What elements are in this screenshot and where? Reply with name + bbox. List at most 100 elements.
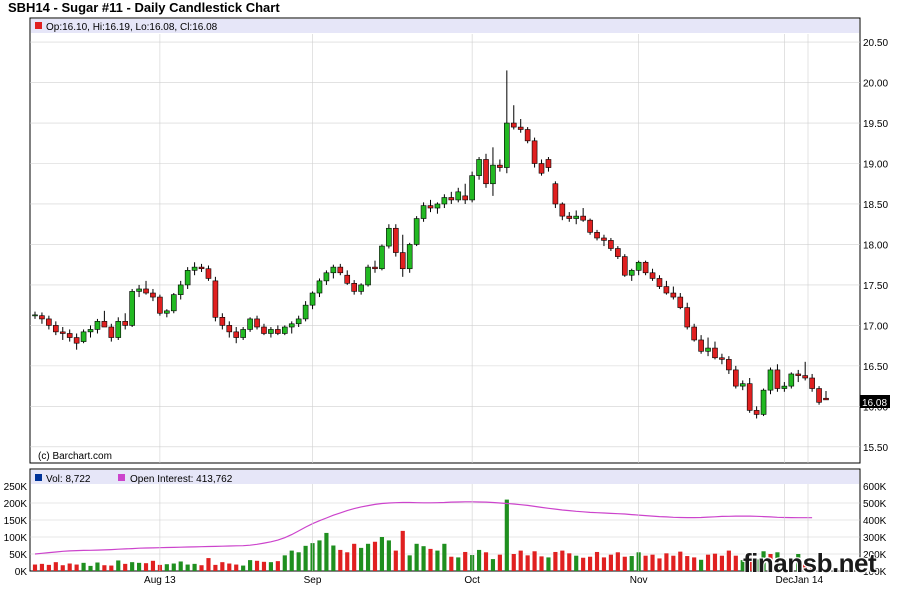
price-legend-band (31, 19, 859, 33)
candle-body (393, 227, 399, 253)
candle-body (733, 369, 739, 387)
volume-bar (518, 550, 523, 571)
volume-bar (109, 565, 114, 571)
candle-body (642, 261, 649, 274)
candle-body (719, 357, 725, 360)
price-tick-label: 19.50 (863, 119, 888, 130)
volume-bar (574, 555, 579, 571)
volume-bar (553, 551, 558, 571)
volume-bar (664, 553, 669, 571)
candle-body (670, 292, 677, 298)
volume-bar (213, 564, 218, 571)
price-tick-label: 19.00 (863, 160, 888, 171)
candle-body (268, 329, 274, 334)
candle-body (483, 159, 489, 185)
volume-bar (421, 546, 426, 571)
volume-bar (338, 549, 343, 571)
candle-body (767, 369, 774, 391)
volume-bar (761, 551, 766, 571)
volume-bar (414, 543, 419, 571)
candle-body (552, 183, 559, 205)
volume-bar (116, 560, 121, 571)
candle-body (760, 389, 767, 415)
volume-bar (712, 553, 718, 571)
candle-body (150, 292, 156, 298)
volume-bar (789, 562, 794, 571)
candle-body (559, 203, 566, 217)
volume-bar (227, 563, 232, 571)
candle-body (594, 232, 600, 239)
volume-bar (379, 537, 385, 571)
volume-bar (102, 565, 107, 571)
candle-body (198, 266, 205, 270)
volume-bar (32, 564, 38, 571)
oi-tick-label: 600K (863, 482, 887, 493)
candle-body (413, 218, 420, 245)
vol-legend: Vol: 8,722 (46, 474, 91, 485)
candle-body (656, 278, 663, 287)
oi-tick-label: 500K (863, 499, 887, 510)
volume-bar (490, 559, 496, 571)
candle-body (635, 261, 642, 271)
candle-body (115, 321, 122, 338)
volume-bar (532, 551, 537, 571)
volume-bar (740, 560, 745, 571)
volume-tick-label: 50K (9, 550, 27, 561)
candle-body (337, 266, 344, 274)
volume-bar (442, 543, 447, 571)
price-panel (29, 17, 861, 464)
candle-body (323, 272, 330, 282)
volume-bar (95, 562, 100, 571)
volume-bar (692, 557, 697, 571)
candle-body (379, 245, 385, 270)
volume-bar (567, 553, 572, 571)
candle-body (39, 315, 45, 320)
volume-bar (539, 556, 544, 571)
volume-bar (164, 564, 169, 571)
volume-bar (317, 540, 322, 571)
volume-bar (733, 555, 738, 571)
candle-body (420, 205, 427, 219)
volume-bar (171, 563, 176, 571)
candle-body (448, 197, 455, 201)
price-tick-label: 18.50 (863, 200, 888, 211)
volume-bar (463, 551, 468, 571)
candle-body (441, 197, 448, 205)
candle-body (490, 164, 496, 185)
x-tick-label: Jan 14 (793, 575, 823, 586)
copyright: (c) Barchart.com (38, 451, 112, 462)
candle-body (365, 266, 371, 286)
candle-body (295, 318, 302, 325)
candle-body (261, 326, 267, 334)
volume-bar (476, 549, 482, 571)
volume-bar (46, 564, 51, 571)
candle-body (87, 329, 94, 333)
volume-bar (296, 552, 301, 571)
oi-legend: Open Interest: 413,762 (130, 474, 233, 485)
volume-bar (497, 554, 502, 571)
volume-bar (456, 557, 461, 571)
candle-body (406, 244, 413, 270)
candle-body (427, 205, 434, 209)
volume-tick-label: 200K (4, 499, 28, 510)
x-tick-label: Sep (304, 575, 322, 586)
candle-body (344, 274, 351, 284)
candle-body (531, 140, 538, 164)
candle-body (254, 318, 260, 328)
volume-bar (206, 558, 211, 571)
candle-body (816, 388, 822, 403)
volume-bar (130, 562, 135, 571)
candle-body (372, 266, 378, 270)
volume-bar (588, 556, 593, 571)
candle-body (517, 126, 524, 130)
volume-bar (449, 556, 454, 571)
candle-body (434, 203, 441, 209)
candle-body (587, 219, 593, 233)
candle-body (66, 333, 73, 338)
candle-body (476, 159, 482, 176)
candle-body (545, 159, 552, 168)
volume-bar (67, 563, 72, 571)
candle-body (101, 321, 108, 328)
candle-body (136, 288, 142, 292)
candle-body (753, 410, 760, 415)
